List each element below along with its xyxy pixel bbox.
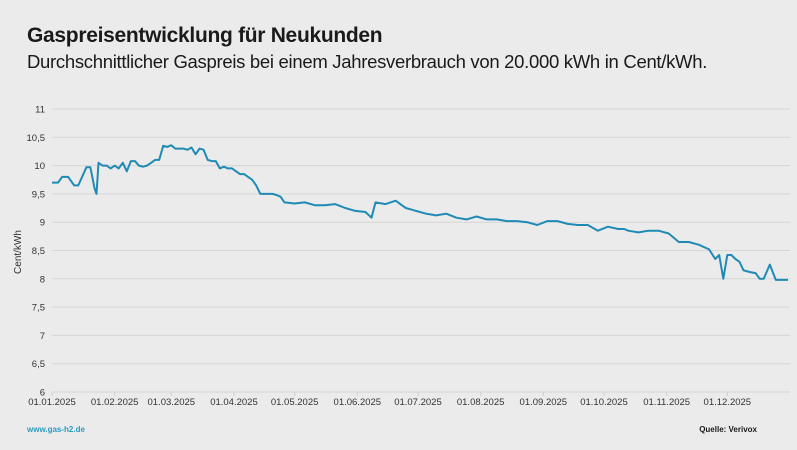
y-tick-label: 6,5 [32,359,45,370]
y-tick-label: 9,5 [32,189,45,200]
y-tick-label: 7,5 [32,303,45,314]
y-axis-label: Cent/kWh [13,230,24,274]
chart-title: Gaspreisentwicklung für Neukunden [27,24,383,47]
x-tick-label: 01.10.2025 [580,397,628,408]
x-tick-label: 01.09.2025 [520,397,568,408]
y-tick-label: 6 [40,388,45,399]
x-tick-label: 01.04.2025 [210,397,258,408]
y-tick-label: 10 [34,161,45,172]
x-tick-label: 01.12.2025 [704,397,752,408]
y-axis-ticks: 11 10,5 10 9,5 9 8,5 8 7,5 7 6,5 6 [27,105,46,399]
x-tick-label: 01.07.2025 [394,397,442,408]
price-line [52,144,788,281]
gridlines [52,108,790,393]
x-tick-label: 01.02.2025 [91,397,139,408]
chart-subtitle: Durchschnittlicher Gaspreis bei einem Ja… [27,51,708,72]
x-tick-label: 01.05.2025 [271,397,319,408]
x-tick-label: 01.03.2025 [148,397,196,408]
x-axis-ticks: 01.01.2025 01.02.2025 01.03.2025 01.04.2025… [28,392,751,408]
website-link[interactable]: www.gas-h2.de [27,425,85,434]
y-tick-label: 11 [35,105,45,116]
y-tick-label: 9 [40,218,45,229]
x-tick-label: 01.01.2025 [28,397,76,408]
x-tick-label: 01.11.2025 [643,397,690,408]
source-note: Quelle: Verivox [699,425,757,434]
y-tick-label: 8 [40,274,45,285]
y-tick-label: 7 [40,331,45,342]
y-tick-label: 8,5 [32,246,45,257]
y-tick-label: 10,5 [27,133,46,144]
x-tick-label: 01.08.2025 [457,397,505,408]
x-tick-label: 01.06.2025 [334,397,382,408]
